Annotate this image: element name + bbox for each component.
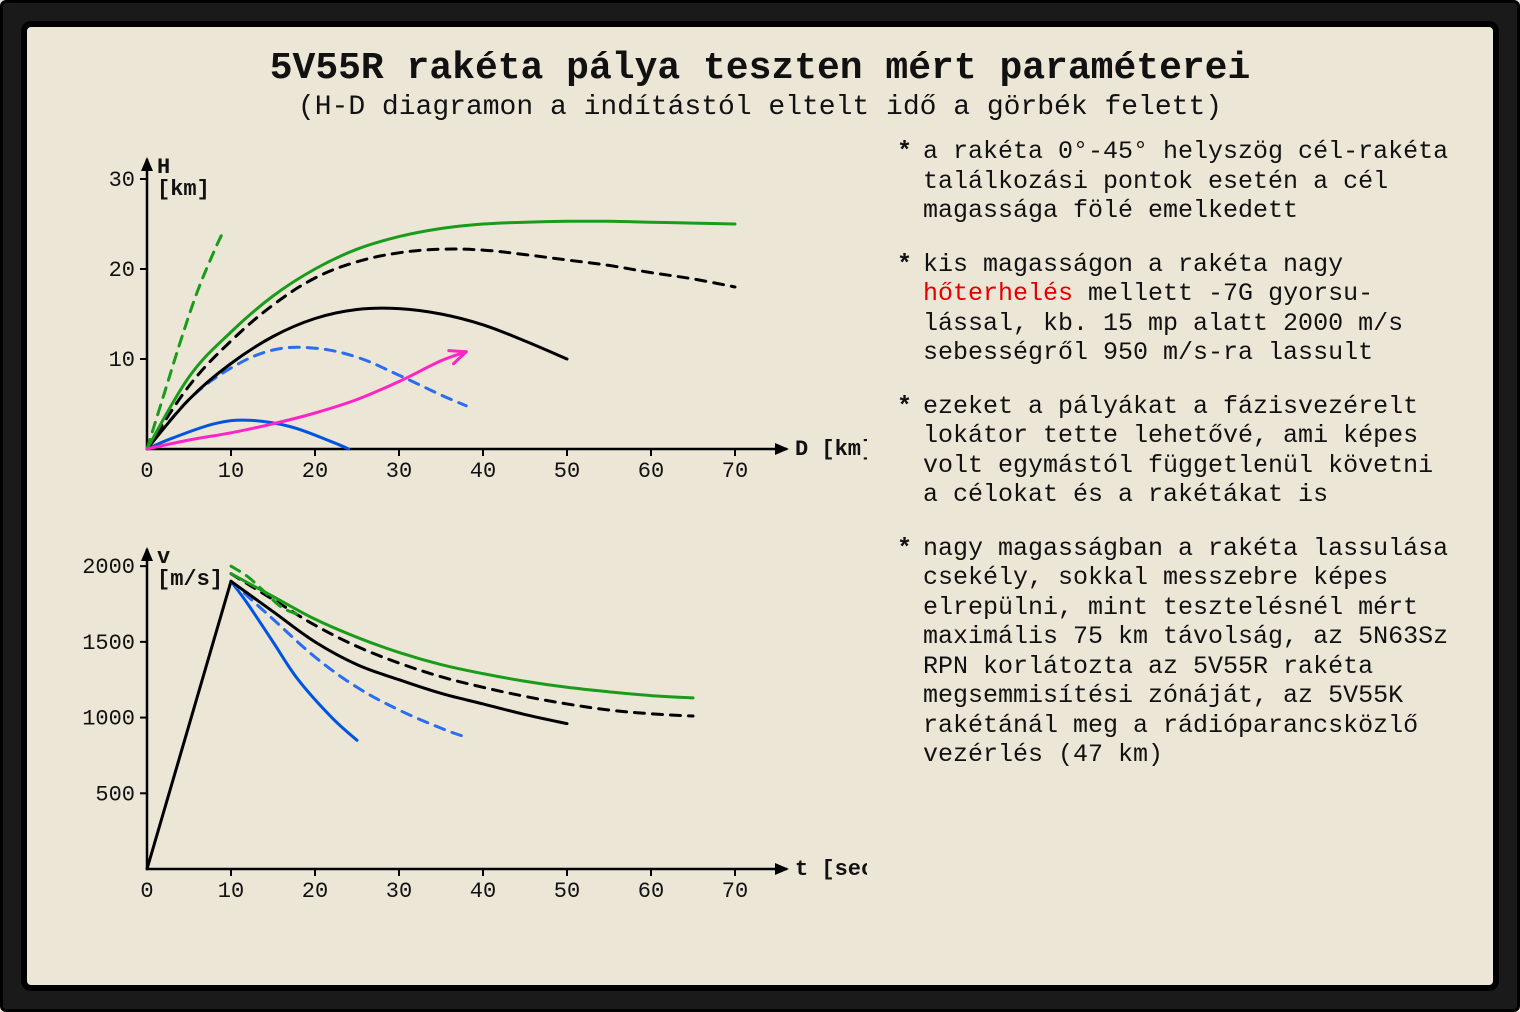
- svg-text:1500: 1500: [82, 631, 135, 656]
- note-item: kis magasságon a rakéta nagy hőterhelés …: [897, 250, 1463, 368]
- svg-text:10: 10: [218, 459, 244, 484]
- svg-text:0: 0: [140, 879, 153, 904]
- outer-frame: 5V55R rakéta pálya teszten mért paraméte…: [0, 0, 1520, 1012]
- svg-text:50: 50: [554, 459, 580, 484]
- svg-text:t [sec]: t [sec]: [795, 857, 867, 882]
- svg-text:10: 10: [218, 879, 244, 904]
- notes-list: a rakéta 0°-45° helyszög cél-rakéta talá…: [897, 137, 1463, 770]
- svg-text:1000: 1000: [82, 707, 135, 732]
- svg-text:0: 0: [140, 459, 153, 484]
- note-item: nagy magasságban a rakéta lassulása csek…: [897, 534, 1463, 770]
- altitude-distance-chart: 010203040506070102030H[km]D [km]: [57, 131, 867, 491]
- svg-text:2000: 2000: [82, 555, 135, 580]
- svg-text:40: 40: [470, 459, 496, 484]
- page-title: 5V55R rakéta pálya teszten mért paraméte…: [57, 47, 1463, 90]
- svg-text:60: 60: [638, 459, 664, 484]
- series-blue_solid: [147, 420, 349, 449]
- page-subtitle: (H-D diagramon a indítástól eltelt idő a…: [57, 92, 1463, 123]
- series-black_solid: [147, 308, 567, 449]
- svg-text:[km]: [km]: [157, 177, 210, 202]
- content-row: 010203040506070102030H[km]D [km] 0102030…: [57, 131, 1463, 963]
- charts-column: 010203040506070102030H[km]D [km] 0102030…: [57, 131, 867, 963]
- series-blue_solid: [231, 581, 357, 740]
- svg-text:500: 500: [95, 782, 135, 807]
- svg-text:30: 30: [386, 459, 412, 484]
- velocity-time-chart: 010203040506070500100015002000v[m/s]t [s…: [57, 491, 867, 911]
- series-rise: [147, 581, 231, 869]
- series-green_solid: [231, 574, 693, 698]
- svg-text:60: 60: [638, 879, 664, 904]
- svg-text:20: 20: [302, 879, 328, 904]
- note-item: ezeket a pályákat a fázis­vezérelt lokát…: [897, 392, 1463, 510]
- series-blue_dash: [147, 347, 466, 449]
- svg-text:30: 30: [109, 168, 135, 193]
- series-pink_arrow: [147, 352, 466, 449]
- svg-text:50: 50: [554, 879, 580, 904]
- svg-text:D [km]: D [km]: [795, 437, 867, 462]
- svg-text:[m/s]: [m/s]: [157, 567, 223, 592]
- notes-column: a rakéta 0°-45° helyszög cél-rakéta talá…: [867, 131, 1463, 963]
- svg-text:20: 20: [302, 459, 328, 484]
- svg-text:10: 10: [109, 348, 135, 373]
- svg-text:70: 70: [722, 459, 748, 484]
- series-green_dash: [147, 233, 223, 449]
- note-item: a rakéta 0°-45° helyszög cél-rakéta talá…: [897, 137, 1463, 226]
- svg-text:30: 30: [386, 879, 412, 904]
- svg-text:20: 20: [109, 258, 135, 283]
- paper: 5V55R rakéta pálya teszten mért paraméte…: [21, 21, 1499, 991]
- svg-text:40: 40: [470, 879, 496, 904]
- svg-text:70: 70: [722, 879, 748, 904]
